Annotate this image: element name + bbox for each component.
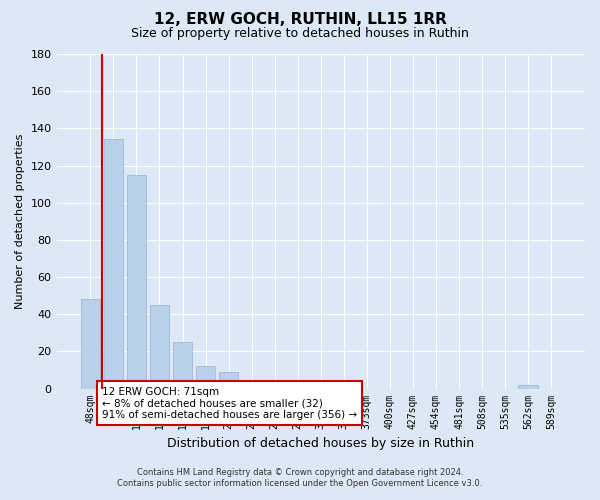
Bar: [196, 366, 215, 388]
Bar: [219, 372, 238, 388]
Text: 12 ERW GOCH: 71sqm
← 8% of detached houses are smaller (32)
91% of semi-detached: 12 ERW GOCH: 71sqm ← 8% of detached hous…: [102, 386, 357, 420]
Bar: [104, 140, 123, 388]
Bar: [173, 342, 193, 388]
Bar: [149, 305, 169, 388]
X-axis label: Distribution of detached houses by size in Ruthin: Distribution of detached houses by size …: [167, 437, 475, 450]
Bar: [242, 381, 262, 388]
Bar: [518, 385, 538, 388]
Bar: [127, 175, 146, 388]
Text: Contains HM Land Registry data © Crown copyright and database right 2024.
Contai: Contains HM Land Registry data © Crown c…: [118, 468, 482, 487]
Bar: [265, 385, 284, 388]
Text: 12, ERW GOCH, RUTHIN, LL15 1RR: 12, ERW GOCH, RUTHIN, LL15 1RR: [154, 12, 446, 28]
Bar: [80, 300, 100, 388]
Text: Size of property relative to detached houses in Ruthin: Size of property relative to detached ho…: [131, 28, 469, 40]
Y-axis label: Number of detached properties: Number of detached properties: [15, 134, 25, 309]
